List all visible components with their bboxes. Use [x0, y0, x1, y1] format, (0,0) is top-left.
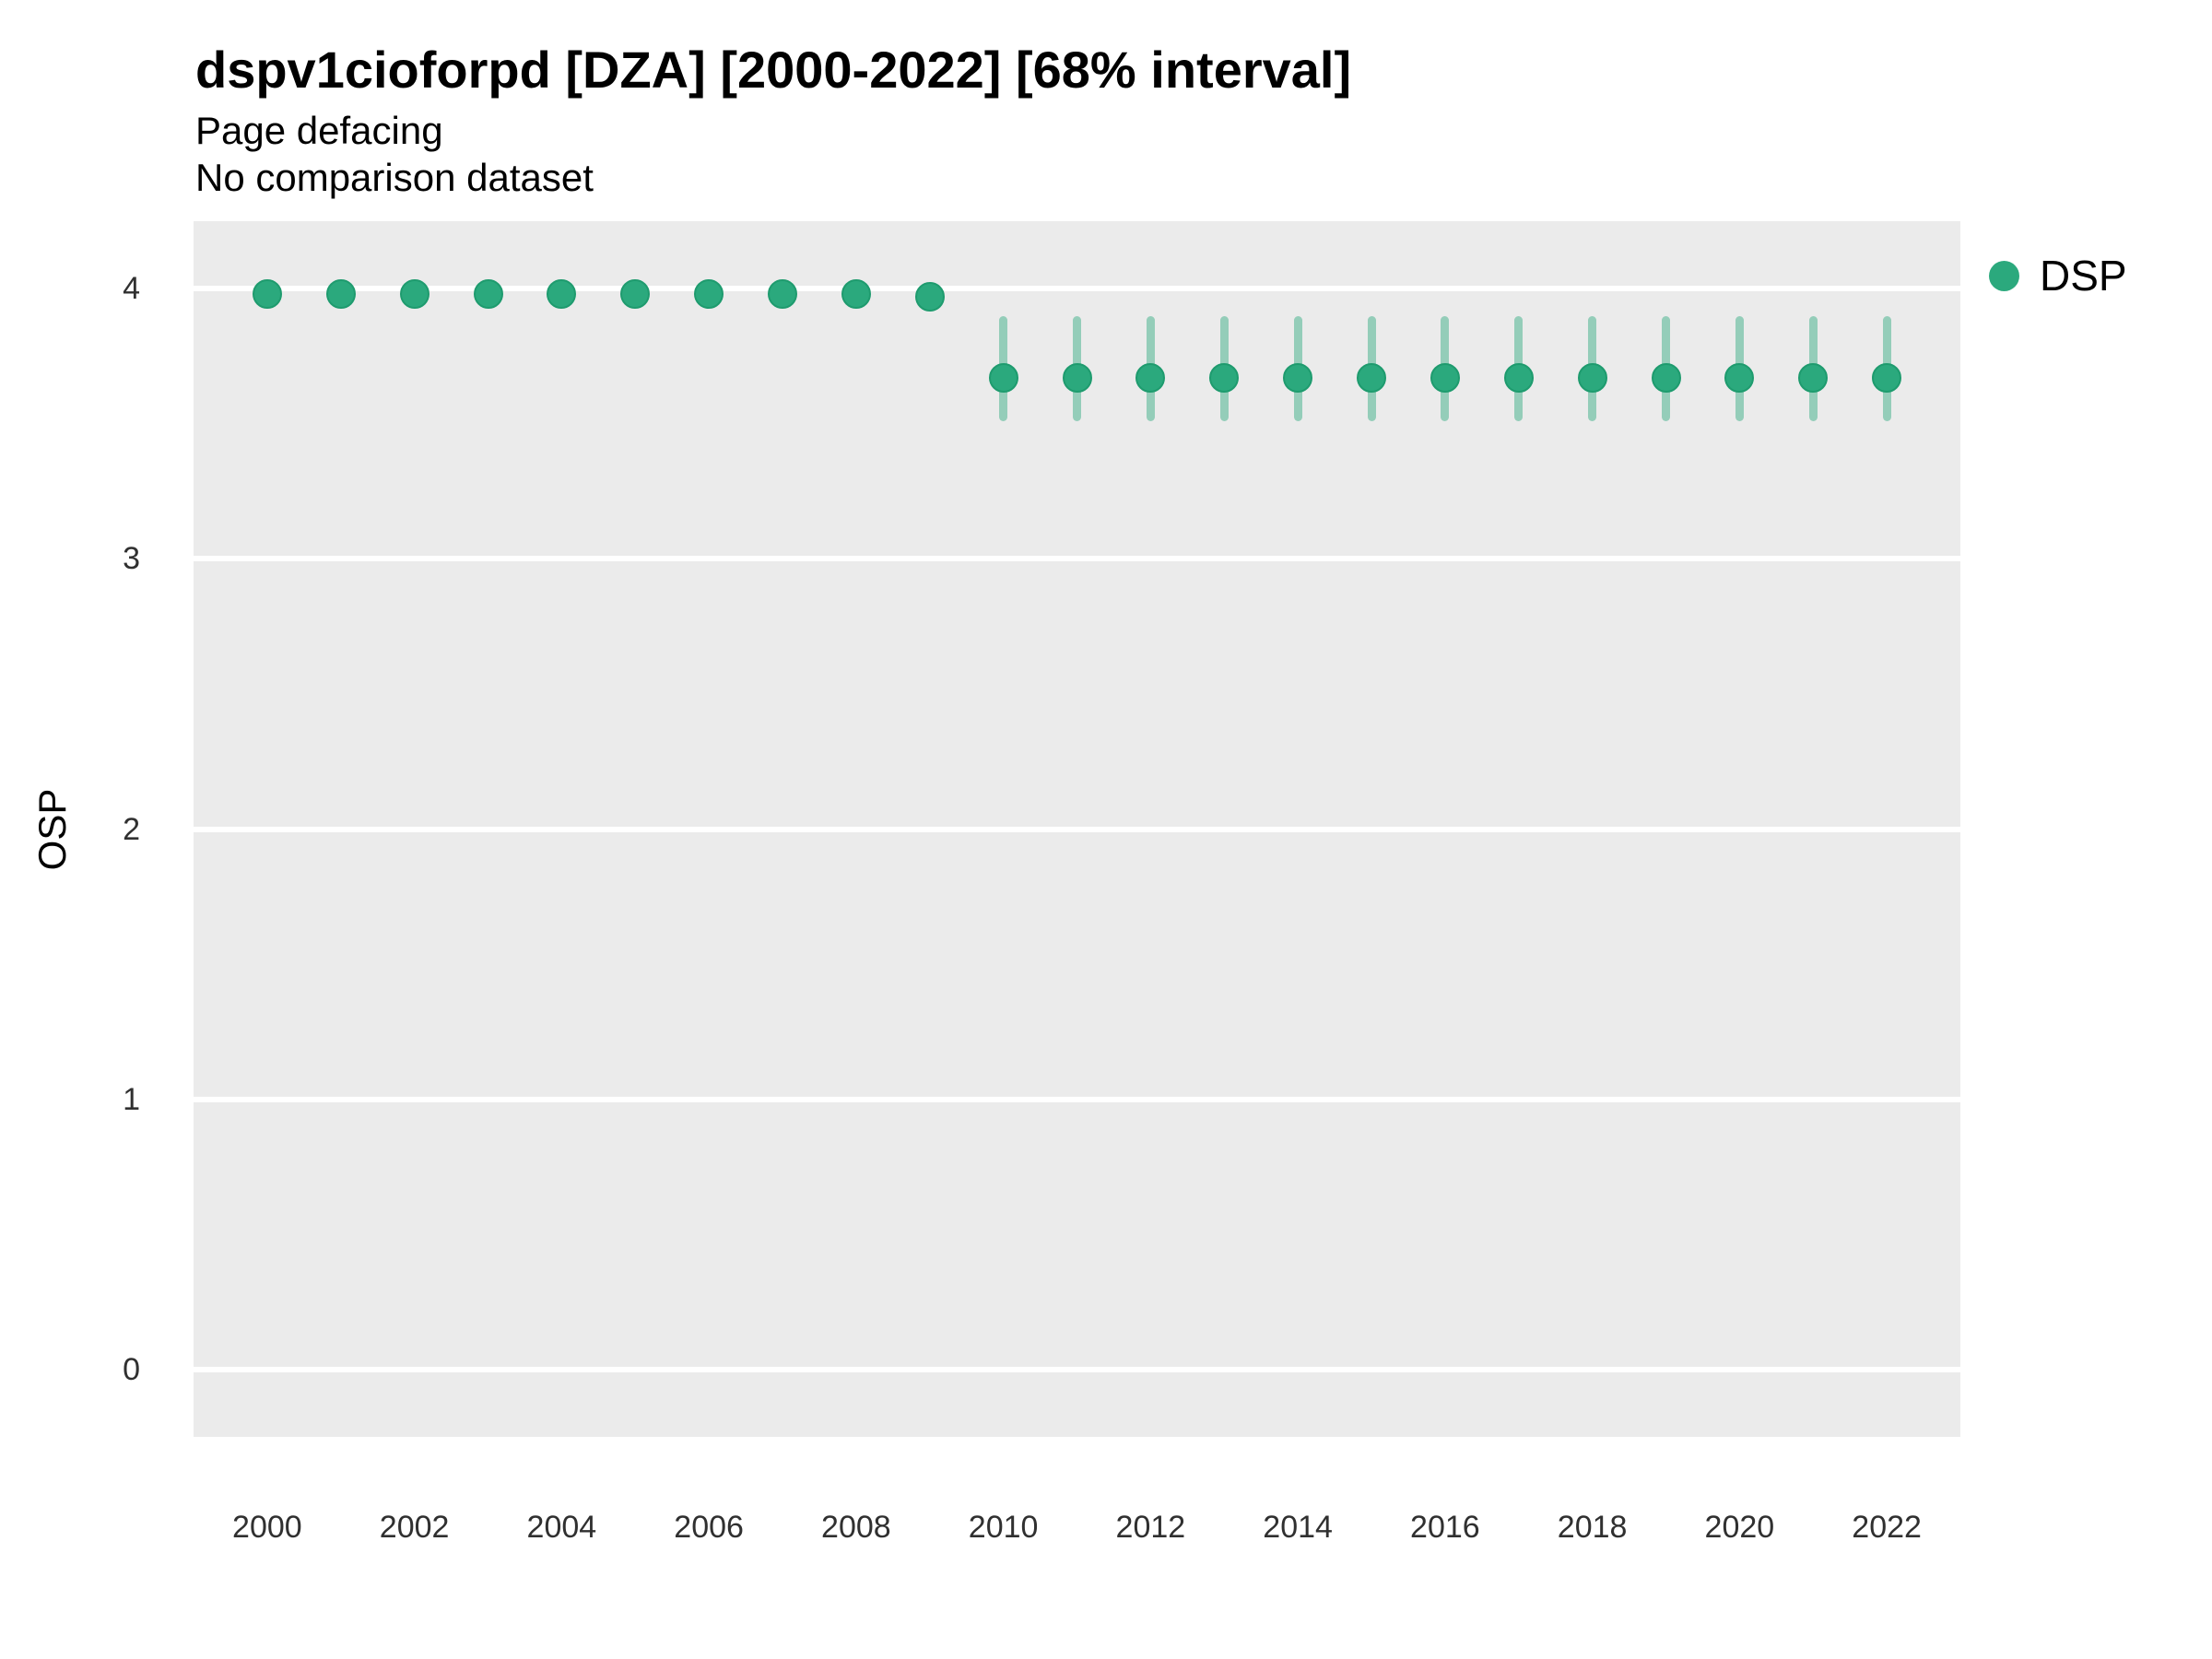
x-tick-label: 2022 — [1852, 1510, 1922, 1545]
x-tick-label: 2012 — [1115, 1510, 1186, 1545]
legend: DSP — [1989, 252, 2127, 300]
data-point — [620, 279, 651, 310]
y-tick-label: 4 — [123, 271, 140, 307]
chart-title: dspv1cioforpd [DZA] [2000-2022] [68% int… — [195, 41, 1352, 99]
x-tick-label: 2008 — [821, 1510, 891, 1545]
data-point — [768, 279, 797, 310]
x-tick-label: 2002 — [379, 1510, 450, 1545]
y-tick-label: 2 — [123, 811, 140, 847]
data-point — [1577, 363, 1607, 393]
y-tick-label: 1 — [123, 1081, 140, 1117]
gridline-y-2 — [194, 826, 1960, 832]
data-point — [325, 279, 356, 310]
x-tick-label: 2006 — [674, 1510, 744, 1545]
data-point — [1503, 363, 1534, 393]
data-point — [1357, 363, 1386, 393]
legend-label: DSP — [2040, 252, 2127, 300]
data-point — [547, 279, 577, 310]
data-point — [914, 282, 945, 312]
data-point — [252, 279, 282, 310]
data-point — [1651, 363, 1681, 393]
gridline-y-0 — [194, 1366, 1960, 1372]
y-tick-label: 0 — [123, 1351, 140, 1387]
data-point — [1872, 363, 1902, 393]
data-point — [1283, 363, 1313, 393]
data-point — [1062, 363, 1092, 393]
x-tick-label: 2000 — [232, 1510, 302, 1545]
data-point — [1209, 363, 1240, 393]
gridline-y-3 — [194, 556, 1960, 562]
gridline-y-4 — [194, 286, 1960, 292]
chart-subtitle: Page defacing — [195, 109, 443, 152]
gridline-y-1 — [194, 1096, 1960, 1102]
data-point — [1430, 363, 1460, 393]
x-tick-label: 2004 — [526, 1510, 597, 1545]
data-point — [841, 279, 871, 310]
chart-note: No comparison dataset — [195, 156, 594, 199]
x-tick-label: 2014 — [1263, 1510, 1333, 1545]
data-point — [988, 363, 1018, 393]
x-tick-label: 2020 — [1704, 1510, 1775, 1545]
y-tick-label: 3 — [123, 541, 140, 577]
x-tick-label: 2018 — [1557, 1510, 1628, 1545]
data-point — [1724, 363, 1755, 393]
x-tick-label: 2016 — [1410, 1510, 1480, 1545]
data-point — [1135, 363, 1166, 393]
data-point — [399, 279, 429, 310]
data-point — [473, 279, 503, 310]
data-point — [1798, 363, 1829, 393]
x-tick-label: 2010 — [968, 1510, 1039, 1545]
legend-point-icon — [1989, 260, 2019, 291]
data-point — [694, 279, 724, 310]
plot-panel — [194, 221, 1960, 1437]
